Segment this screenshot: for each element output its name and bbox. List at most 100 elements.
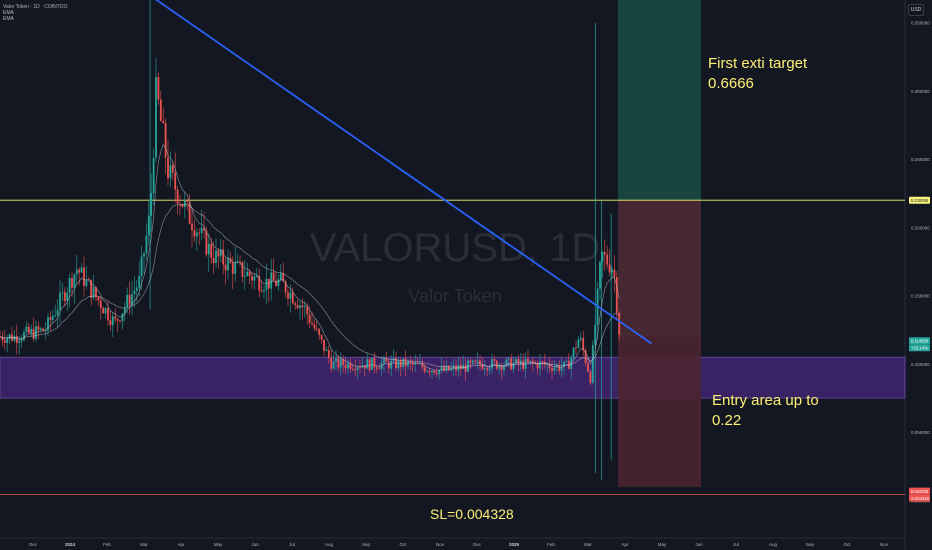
candle-body [68, 277, 71, 293]
candle-body [443, 366, 445, 371]
candle-body [25, 326, 28, 333]
candle-body [150, 193, 153, 216]
candle-body [491, 359, 493, 369]
candle-body [275, 280, 277, 286]
candle-body [440, 366, 443, 370]
candle-body [75, 269, 78, 275]
candle-body [56, 309, 59, 316]
candle-body [121, 313, 124, 322]
candle-body [330, 357, 333, 369]
candle-body [500, 365, 503, 371]
candle-body [426, 370, 429, 372]
candle-body [3, 340, 6, 343]
candle-body [191, 223, 193, 231]
sl-change-tag-bg [909, 494, 930, 502]
x-tick-label: May [214, 542, 223, 547]
candle-body [123, 307, 126, 314]
candle-body [387, 361, 390, 369]
x-tick-label: Dec [473, 542, 482, 547]
candle-body [423, 367, 426, 372]
candle-body [577, 339, 580, 349]
candle-body [207, 243, 210, 255]
candle-body [397, 360, 400, 368]
candle-body [30, 328, 33, 333]
candle-body [231, 262, 234, 274]
candle-body [404, 358, 407, 367]
y-tick-label: 0.250000 [911, 157, 930, 162]
candle-body [486, 368, 489, 371]
candle-body [246, 271, 249, 276]
candle-body [97, 296, 100, 301]
candle-body [366, 359, 369, 369]
candle-body [135, 287, 138, 291]
candle-body [299, 305, 301, 309]
candle-body [205, 230, 208, 255]
sl-price-tag-bg [909, 487, 930, 495]
candle-body [488, 368, 491, 371]
candle-body [438, 369, 441, 375]
candle-body [601, 252, 604, 263]
last-price-tag-bg [909, 337, 930, 345]
candle-body [320, 334, 323, 340]
candle-body [13, 335, 16, 341]
candle-body [546, 364, 549, 366]
candle-body [186, 200, 189, 202]
risk-zone [618, 200, 701, 487]
y-tick-label: 0.350000 [911, 21, 930, 26]
candle-body [323, 339, 325, 352]
candle-body [505, 359, 508, 366]
candle-body [517, 358, 520, 364]
candle-body [138, 275, 141, 288]
candle-body [90, 279, 93, 298]
candle-body [409, 361, 412, 363]
ema-legend-1[interactable]: EMA [3, 10, 14, 16]
x-tick-label: Mar [140, 542, 148, 547]
candle-body [498, 365, 501, 369]
sl-change-tag: -0.004328 [910, 496, 930, 501]
candle-body [541, 361, 544, 363]
watermark-symbol: VALORUSD, 1D [310, 226, 600, 270]
candle-body [181, 204, 184, 207]
candle-body [1, 336, 4, 341]
candle-body [553, 367, 556, 371]
candle-body [23, 332, 25, 340]
candle-body [599, 262, 601, 289]
ema-line-1 [0, 143, 620, 372]
candle-body [349, 362, 352, 370]
candle-body [572, 347, 575, 358]
candle-body [421, 363, 424, 368]
candle-body [584, 350, 587, 363]
candle-body [347, 362, 349, 369]
candle-body [107, 308, 109, 321]
candle-body [102, 308, 105, 314]
candle-body [306, 306, 309, 315]
x-tick-label: Oct [399, 542, 407, 547]
candle-body [407, 361, 409, 367]
candle-body [395, 358, 397, 368]
target-annotation-label: First exti target [708, 55, 808, 72]
candle-body [83, 267, 85, 286]
candle-body [433, 370, 436, 373]
symbol-legend[interactable]: Valor Token · 1D · COINTOO [3, 4, 68, 10]
candle-body [167, 157, 169, 179]
candle-body [294, 303, 297, 305]
candle-body [296, 304, 299, 309]
x-tick-label: Aug [769, 542, 778, 547]
candle-body [39, 328, 42, 330]
x-tick-label: Feb [103, 542, 111, 547]
x-tick-label: Nov [880, 542, 889, 547]
candle-body [435, 372, 438, 375]
candle-body [128, 294, 131, 305]
candle-body [234, 262, 237, 274]
candle-body [591, 345, 594, 383]
candle-body [215, 250, 217, 264]
candle-body [255, 275, 258, 277]
ema-legend-2[interactable]: EMA [3, 16, 14, 22]
last-price-change-tag-bg [909, 344, 930, 352]
candle-body [351, 369, 354, 370]
currency-button[interactable]: USD [908, 4, 924, 16]
candle-body [589, 371, 592, 383]
candle-body [414, 362, 417, 365]
